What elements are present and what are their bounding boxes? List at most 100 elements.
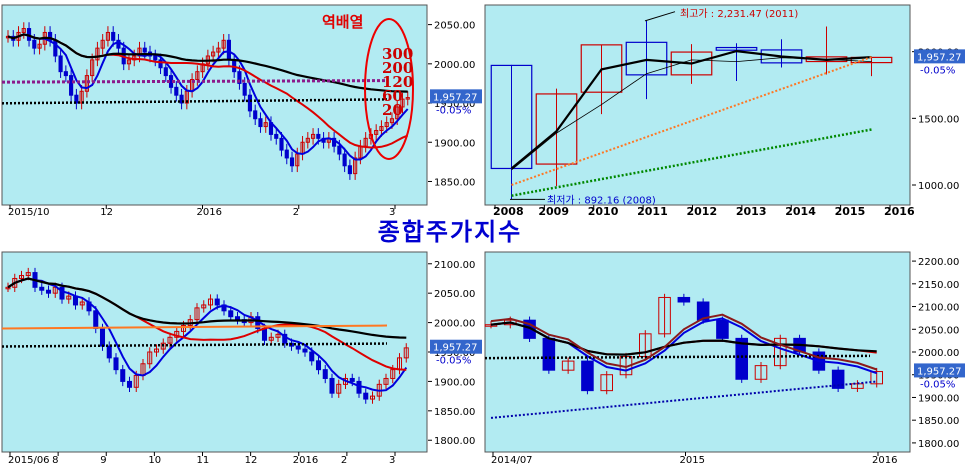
candle-body <box>234 316 241 321</box>
x-tick-label: 2008 <box>493 205 524 218</box>
price-badge-value: 1,957.27 <box>433 92 478 103</box>
candle-body <box>400 98 405 108</box>
x-tick-label: 2012 <box>687 205 718 218</box>
ma-line-dotted <box>1 98 388 105</box>
candle-body <box>315 360 322 371</box>
candle-body <box>670 51 713 76</box>
x-tick-label: 2015/06 <box>8 455 50 466</box>
candle-body <box>523 319 536 339</box>
candle-body <box>395 106 400 120</box>
y-tick-label: 1500.00 <box>918 114 959 125</box>
candle-body <box>374 129 379 135</box>
candle-body <box>37 43 42 49</box>
plot-area <box>1 251 428 453</box>
candle-body <box>253 110 258 120</box>
candle-body <box>226 39 231 61</box>
candle-body <box>309 351 315 362</box>
chart-panel-4: 1800.001850.001900.001950.002000.002050.… <box>484 251 965 466</box>
candle-body <box>263 122 268 128</box>
x-tick-label: 2016 <box>293 455 318 466</box>
price-badge-change: -0.05% <box>920 65 955 76</box>
price-badge-value: 1,957.27 <box>917 366 962 377</box>
y-tick-label: 2100.00 <box>434 260 475 271</box>
y-tick-label: 2050.00 <box>434 21 475 32</box>
candle-body <box>111 31 116 41</box>
ma-label-300: 300 <box>382 45 413 63</box>
price-badge-change: -0.05% <box>920 379 955 390</box>
candle-body <box>126 380 133 388</box>
x-tick-label: 10 <box>148 455 161 466</box>
candle-body <box>180 325 187 332</box>
x-tick-label: 2 <box>341 455 347 466</box>
candle-body <box>274 133 279 139</box>
candle-body <box>542 337 556 371</box>
candle-body <box>84 75 89 92</box>
candle-body <box>207 298 214 306</box>
candle-body <box>113 357 119 371</box>
candle-body <box>142 47 147 53</box>
candle-body <box>289 157 295 167</box>
y-axis-area <box>428 5 480 205</box>
candle-body <box>133 375 139 388</box>
x-tick-label: 11 <box>197 455 210 466</box>
candle-body <box>74 94 79 104</box>
x-tick-label: 2013 <box>736 205 767 218</box>
y-tick-label: 2050.00 <box>918 325 959 336</box>
candle-body <box>379 126 384 131</box>
price-badge-value: 1,957.27 <box>433 343 478 354</box>
candle-body <box>45 289 52 294</box>
candle-body <box>247 94 253 112</box>
candle-body <box>677 296 691 303</box>
y-tick-label: 1900.00 <box>434 138 475 149</box>
ma-line-60 <box>7 277 407 339</box>
y-tick-label: 1900.00 <box>918 393 959 404</box>
y-tick-label: 2200.00 <box>918 257 959 268</box>
x-tick-label: 2014 <box>785 205 816 218</box>
x-tick-label: 2011 <box>637 205 668 218</box>
ma-line-dotted <box>1 342 388 348</box>
reverse-order-label: 역배열 <box>322 13 363 31</box>
candle-body <box>405 97 410 100</box>
candle-body <box>774 337 787 367</box>
candle-body <box>353 157 358 175</box>
x-tick-label: 3 <box>389 455 395 466</box>
ma-line-orange <box>1 324 388 330</box>
candle-body <box>79 90 84 104</box>
y-tick-label: 1800.00 <box>434 436 475 447</box>
candle-body <box>63 71 68 77</box>
candle-body <box>158 59 163 69</box>
y-tick-label: 2000.00 <box>434 319 475 330</box>
price-badge-box <box>430 339 482 354</box>
chart-panel-1: 1850.00 1900.00 1950.00 2000.00 2050.00 2015/… <box>1 4 482 218</box>
annotation-ellipse <box>364 18 414 160</box>
ma-label-120: 120 <box>382 73 413 91</box>
candle-body <box>403 347 409 359</box>
plot-area <box>1 4 428 206</box>
candle-body <box>383 377 389 385</box>
ma-line-brown <box>490 313 878 371</box>
y-tick-label: 2000.00 <box>918 348 959 359</box>
candle-body <box>163 67 168 77</box>
candle-body <box>32 39 37 49</box>
y-tick-label: 2050.00 <box>434 289 475 300</box>
candle-body <box>275 333 281 338</box>
candle-body <box>831 369 845 389</box>
price-badge-box <box>914 363 965 378</box>
ma-line-long-green <box>511 128 872 197</box>
y-tick-label: 1000.00 <box>918 181 959 192</box>
y-tick-label: 1800.00 <box>918 439 959 450</box>
candle-body <box>18 275 25 279</box>
candle-body <box>754 365 768 380</box>
candle-body <box>349 377 355 382</box>
y-axis-area <box>912 5 965 205</box>
candle-body <box>305 137 310 143</box>
candle-body <box>214 298 220 306</box>
x-tick-label: 12 <box>100 207 113 218</box>
candle-body <box>625 41 668 76</box>
candle-body <box>99 327 106 347</box>
candle-body <box>760 49 803 64</box>
candle-body <box>167 336 173 344</box>
y-tick-label: 1850.00 <box>434 407 475 418</box>
main-title: 종합주가지수 <box>377 217 523 246</box>
candle-body <box>295 345 301 350</box>
